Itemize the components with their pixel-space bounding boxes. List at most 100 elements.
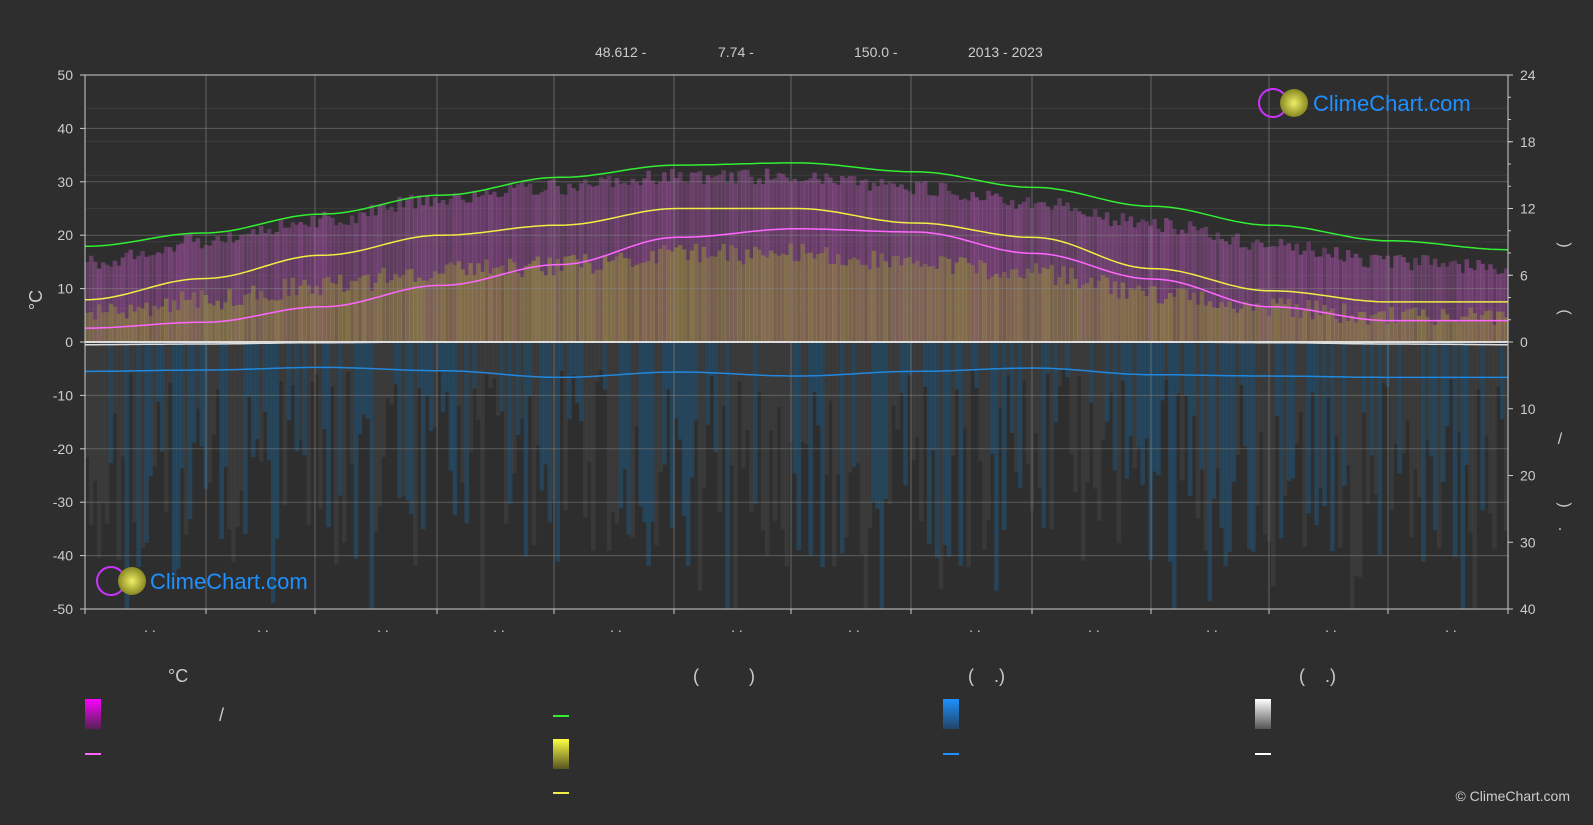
temp-range-strip <box>559 194 564 342</box>
sunshine-range-strip <box>262 297 268 342</box>
precip-range-strip <box>357 342 363 434</box>
sunshine-range-strip <box>448 262 454 342</box>
temp-range-strip <box>1310 250 1315 342</box>
sunshine-range-strip <box>836 254 841 342</box>
temp-range-strip <box>235 239 240 342</box>
left-tick-label: 10 <box>57 281 73 297</box>
series-temp-mean-line <box>85 228 1508 329</box>
precip-range-strip <box>824 342 829 475</box>
left-tick-label: 30 <box>57 174 73 190</box>
sunshine-range-strip <box>1290 317 1296 342</box>
sunshine-range-strip <box>1504 317 1509 342</box>
right-axis-glyph-1: ) <box>1556 242 1573 247</box>
temp-range-strip <box>1017 204 1023 342</box>
precip-range-strip <box>717 342 722 512</box>
right-tick-label: 12 <box>1520 201 1536 217</box>
precip-range-strip <box>1302 342 1308 547</box>
sunshine-range-strip <box>677 244 683 342</box>
temp-range-strip <box>191 241 197 342</box>
sunshine-range-strip <box>436 273 442 342</box>
sunshine-range-strip <box>1393 322 1398 342</box>
temp-range-strip <box>405 197 410 342</box>
temp-range-strip <box>503 192 509 342</box>
temp-range-strip <box>1172 228 1177 342</box>
precip-range-strip <box>401 342 406 497</box>
sunshine-range-strip <box>1175 288 1181 342</box>
sunshine-range-strip <box>986 279 991 342</box>
sunshine-range-strip <box>784 254 790 342</box>
precip-range-strip <box>191 342 197 443</box>
sunshine-range-strip <box>1397 321 1402 342</box>
sunshine-range-strip <box>1389 306 1394 342</box>
precip-range-strip <box>919 342 924 522</box>
temp-range-strip <box>476 197 481 342</box>
temp-range-strip <box>1484 269 1489 342</box>
sunshine-range-strip <box>934 268 940 342</box>
precip-range-strip <box>211 342 217 435</box>
precip-range-strip <box>855 342 861 464</box>
sunshine-range-strip <box>796 261 802 342</box>
precip-range-strip <box>100 342 106 503</box>
temp-range-strip <box>1361 266 1367 342</box>
precip-range-strip <box>1002 342 1007 530</box>
sunshine-range-strip <box>875 267 881 342</box>
sunshine-range-strip <box>970 265 975 342</box>
sunshine-range-strip <box>749 258 754 342</box>
precip-range-strip <box>539 342 545 491</box>
sunshine-range-strip <box>1049 264 1055 342</box>
temp-range-strip <box>310 216 315 342</box>
temp-range-strip <box>749 176 754 342</box>
sunshine-range-strip <box>650 251 655 342</box>
sunshine-range-strip <box>1405 309 1410 342</box>
precip-range-strip <box>828 342 833 401</box>
precip-range-strip <box>1326 342 1331 398</box>
precip-range-strip <box>294 342 300 452</box>
sunshine-range-strip <box>954 262 960 342</box>
sunshine-range-strip <box>1144 295 1149 342</box>
temp-range-strip <box>670 169 675 342</box>
temp-range-strip <box>1116 225 1122 342</box>
precip-range-strip <box>448 342 454 471</box>
temp-range-strip <box>345 224 351 342</box>
precip-range-strip <box>428 342 434 431</box>
sunshine-range-strip <box>231 305 236 342</box>
temp-range-strip <box>1100 219 1106 342</box>
sunshine-range-strip <box>733 248 738 342</box>
sunshine-range-strip <box>1401 311 1406 342</box>
precip-range-strip <box>903 342 908 486</box>
sunshine-range-strip <box>1417 315 1422 342</box>
sunshine-range-strip <box>496 267 501 342</box>
precip-range-strip <box>1345 342 1351 465</box>
precip-range-strip <box>1247 342 1252 550</box>
temp-range-strip <box>401 207 406 342</box>
sunshine-range-strip <box>666 249 671 342</box>
temp-range-strip <box>92 261 98 342</box>
precip-range-strip <box>140 342 145 549</box>
legend-col3-title: ( .) <box>968 666 1005 686</box>
precip-range-strip <box>1164 342 1169 381</box>
sunshine-range-strip <box>1282 304 1288 342</box>
precip-range-strip <box>1120 342 1126 381</box>
precip-range-strip <box>1081 342 1086 561</box>
temp-range-strip <box>306 226 311 342</box>
temp-range-strip <box>1195 230 1201 342</box>
precip-range-strip <box>385 342 390 399</box>
precip-range-strip <box>733 342 738 609</box>
precip-range-strip <box>254 342 260 440</box>
temp-range-strip <box>397 196 402 342</box>
precip-range-strip <box>112 342 118 414</box>
precip-range-strip <box>1187 342 1193 496</box>
precip-range-strip <box>266 342 272 461</box>
sunshine-range-strip <box>164 298 169 342</box>
temp-range-strip <box>286 227 292 342</box>
temp-range-strip <box>1456 263 1462 342</box>
temp-range-strip <box>428 206 434 342</box>
temp-range-strip <box>175 244 181 342</box>
precip-range-strip <box>725 342 730 609</box>
temp-range-strip <box>1156 228 1161 342</box>
precip-range-strip <box>1417 342 1422 498</box>
precip-range-strip <box>618 342 624 509</box>
sunshine-range-strip <box>341 291 347 342</box>
sunshine-range-strip <box>982 262 987 342</box>
precip-range-strip <box>990 342 995 454</box>
